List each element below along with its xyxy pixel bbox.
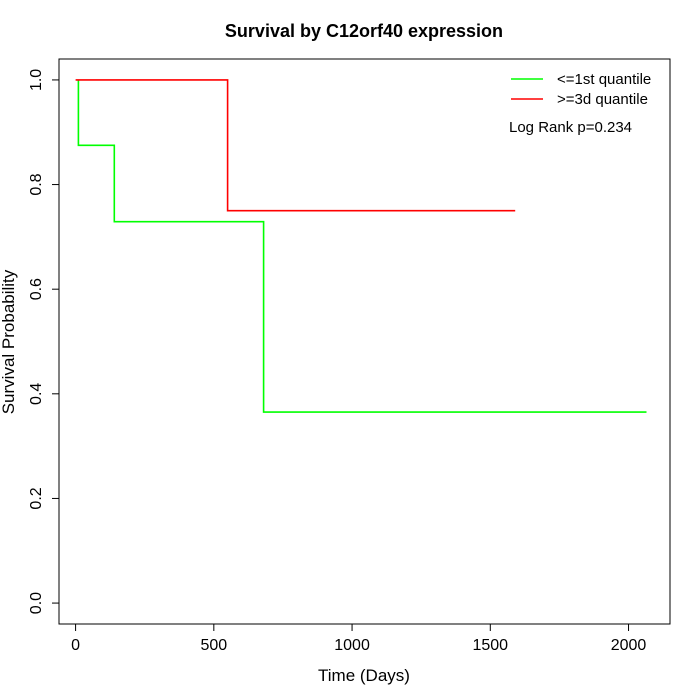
x-tick-label: 1000 [334,637,370,654]
y-tick-label: 1.0 [28,69,45,91]
survival-curve-1 [77,79,647,413]
legend-label-2: >=3d quantile [557,91,648,108]
y-tick-label: 0.6 [28,278,45,300]
legend: <=1st quantile >=3d quantile [511,71,651,108]
y-tick-label: 0.4 [28,383,45,405]
y-axis-label: Survival Probability [0,269,18,414]
x-axis-label: Time (Days) [318,666,410,685]
x-tick-label: 500 [200,637,227,654]
x-tick-label: 0 [71,637,80,654]
y-tick-label: 0.2 [28,487,45,509]
x-tick-label: 1500 [472,637,508,654]
y-tick-label: 0.8 [28,173,45,195]
y-axis: 0.0 0.2 0.4 0.6 0.8 1.0 [28,69,60,614]
log-rank-annotation: Log Rank p=0.234 [509,119,632,136]
legend-label-1: <=1st quantile [557,71,651,88]
y-tick-label: 0.0 [28,592,45,614]
series-layer [75,79,647,413]
chart-title: Survival by C12orf40 expression [225,21,503,41]
survival-curve-2 [75,79,516,212]
x-tick-label: 2000 [611,637,647,654]
x-axis: 0 500 1000 1500 2000 [71,623,647,654]
plot-frame [58,58,671,625]
